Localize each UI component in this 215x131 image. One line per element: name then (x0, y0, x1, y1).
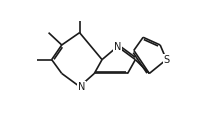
Text: N: N (114, 42, 121, 51)
Text: N: N (78, 82, 86, 92)
Text: S: S (163, 55, 169, 65)
